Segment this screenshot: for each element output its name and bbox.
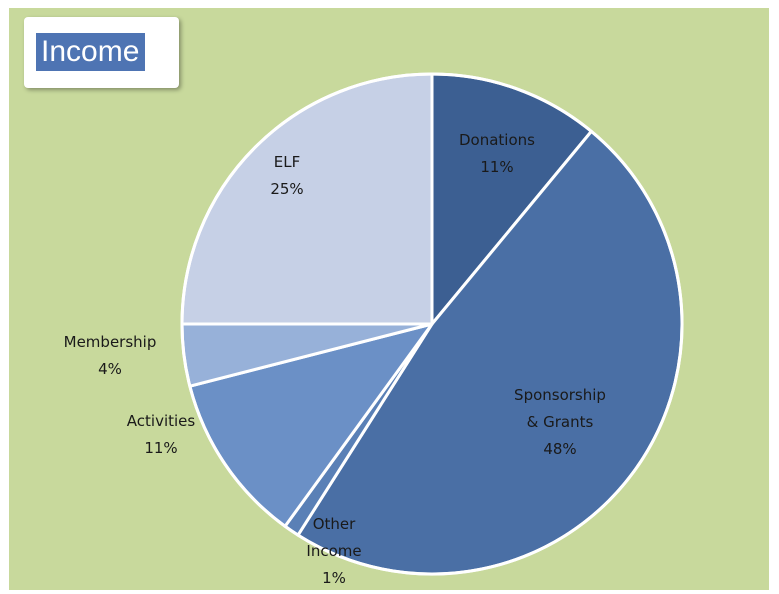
pie-label-sponsorship-grants: Sponsorship & Grants 48% <box>514 386 606 458</box>
pie-label-elf: ELF 25% <box>270 153 303 198</box>
chart-title: Income <box>36 33 146 71</box>
pie-labels: Donations 11% Sponsorship & Grants 48% Other I… <box>64 131 606 587</box>
chart-title-box: Income <box>24 17 179 88</box>
pie-label-activities: Activities 11% <box>127 412 196 457</box>
pie-label-other-income: Other Income 1% <box>306 515 361 587</box>
pie-slices <box>180 72 684 576</box>
pie-outline <box>180 72 684 576</box>
pie-slice-elf <box>180 72 434 326</box>
pie-label-donations: Donations 11% <box>459 131 535 176</box>
pie-label-membership: Membership 4% <box>64 333 157 378</box>
